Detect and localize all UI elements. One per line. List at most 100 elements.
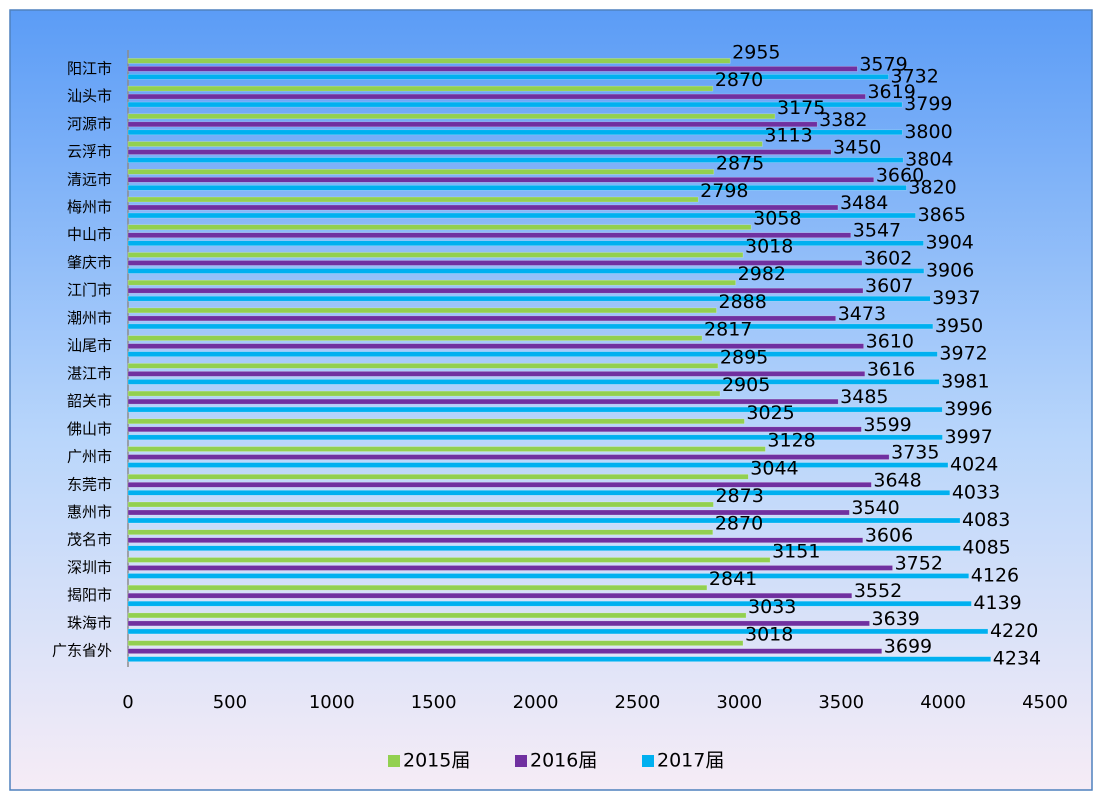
bar bbox=[127, 573, 970, 579]
value-label: 3981 bbox=[941, 370, 989, 392]
x-tick-label: 2000 bbox=[513, 692, 559, 713]
legend-swatch bbox=[642, 755, 654, 767]
value-label: 3044 bbox=[750, 457, 798, 479]
value-label: 3151 bbox=[772, 540, 820, 562]
value-label: 3382 bbox=[819, 109, 867, 131]
value-label: 2895 bbox=[720, 346, 768, 368]
bar bbox=[127, 462, 949, 468]
value-label: 3619 bbox=[867, 81, 915, 103]
x-tick-label: 4500 bbox=[1022, 692, 1068, 713]
bar bbox=[127, 58, 731, 64]
bar bbox=[127, 501, 714, 508]
x-tick-label: 4000 bbox=[920, 692, 966, 713]
value-label: 3937 bbox=[932, 287, 980, 309]
x-tick-label: 3000 bbox=[716, 692, 762, 713]
bar bbox=[127, 592, 853, 599]
bar bbox=[127, 509, 850, 516]
legend-swatch bbox=[388, 755, 400, 767]
value-label: 2841 bbox=[709, 568, 757, 590]
value-label: 3033 bbox=[748, 596, 796, 618]
value-label: 2905 bbox=[722, 374, 770, 396]
y-tick-label: 肇庆市 bbox=[67, 253, 112, 271]
bar bbox=[127, 323, 934, 330]
value-label: 3865 bbox=[918, 204, 966, 226]
bar bbox=[127, 240, 924, 246]
value-label: 3025 bbox=[746, 402, 794, 424]
y-tick-label: 广东省外 bbox=[52, 642, 112, 660]
bar bbox=[127, 196, 699, 203]
bar bbox=[127, 295, 931, 302]
bar bbox=[127, 406, 943, 413]
value-label: 4083 bbox=[962, 509, 1010, 531]
y-tick-label: 汕尾市 bbox=[67, 337, 112, 355]
bar bbox=[127, 343, 864, 349]
bar bbox=[127, 141, 763, 147]
y-tick-label: 梅州市 bbox=[67, 198, 112, 216]
value-label: 2875 bbox=[716, 152, 764, 174]
value-label: 3732 bbox=[890, 65, 938, 87]
bar bbox=[127, 398, 839, 405]
bar bbox=[127, 74, 889, 80]
bar bbox=[127, 185, 907, 191]
value-label: 2982 bbox=[738, 263, 786, 285]
bar bbox=[127, 434, 943, 441]
y-tick-label: 湛江市 bbox=[67, 364, 112, 382]
bar bbox=[127, 113, 776, 120]
value-label: 4085 bbox=[962, 537, 1010, 559]
value-label: 2888 bbox=[719, 291, 767, 313]
bar bbox=[127, 351, 938, 357]
bar bbox=[127, 529, 714, 535]
bar bbox=[127, 157, 904, 163]
bar bbox=[127, 101, 903, 108]
bar bbox=[127, 224, 752, 230]
value-label: 4033 bbox=[952, 481, 1000, 503]
y-tick-label: 江门市 bbox=[67, 281, 112, 299]
bar bbox=[127, 584, 708, 591]
bar bbox=[127, 628, 989, 635]
legend-swatch bbox=[515, 755, 527, 767]
value-label: 3485 bbox=[840, 386, 888, 408]
bar bbox=[127, 517, 961, 524]
bar bbox=[127, 287, 864, 294]
bar bbox=[127, 565, 893, 571]
bar bbox=[127, 268, 925, 274]
value-label: 3699 bbox=[884, 636, 932, 658]
value-label: 3904 bbox=[926, 232, 974, 254]
value-label: 3804 bbox=[905, 149, 953, 171]
bar bbox=[127, 93, 866, 100]
bar bbox=[127, 260, 863, 266]
value-label: 3599 bbox=[863, 414, 911, 436]
value-label: 3058 bbox=[753, 208, 801, 230]
bar bbox=[127, 648, 883, 654]
value-label: 3639 bbox=[872, 608, 920, 630]
value-label: 3820 bbox=[908, 176, 956, 198]
value-label: 2870 bbox=[715, 513, 763, 535]
value-label: 3735 bbox=[891, 442, 939, 464]
value-label: 4234 bbox=[993, 648, 1041, 670]
bar bbox=[127, 612, 747, 619]
y-tick-label: 深圳市 bbox=[67, 558, 112, 576]
value-label: 3018 bbox=[745, 624, 793, 646]
value-label: 4220 bbox=[990, 620, 1038, 642]
value-label: 3128 bbox=[767, 430, 815, 452]
y-tick-label: 广州市 bbox=[67, 448, 112, 466]
y-tick-label: 中山市 bbox=[67, 226, 112, 244]
value-label: 2817 bbox=[704, 319, 752, 341]
value-label: 2873 bbox=[715, 485, 763, 507]
value-label: 3175 bbox=[777, 97, 825, 119]
value-label: 3996 bbox=[944, 398, 992, 420]
value-label: 3752 bbox=[895, 552, 943, 574]
y-tick-label: 揭阳市 bbox=[67, 586, 112, 604]
bar bbox=[127, 490, 951, 496]
value-label: 3606 bbox=[865, 525, 913, 547]
value-label: 3610 bbox=[866, 331, 914, 353]
bar bbox=[127, 177, 875, 183]
bar bbox=[127, 204, 839, 211]
bar bbox=[127, 363, 719, 369]
x-tick-label: 2500 bbox=[615, 692, 661, 713]
value-label: 3648 bbox=[873, 469, 921, 491]
bar bbox=[127, 426, 862, 433]
bar bbox=[127, 121, 818, 128]
value-label: 3950 bbox=[935, 315, 983, 337]
